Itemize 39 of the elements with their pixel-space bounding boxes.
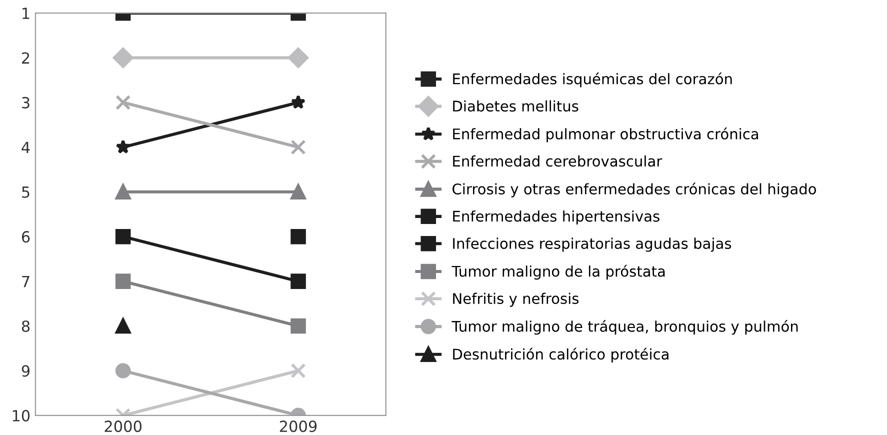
legend-label: Diabetes mellitus [453,100,578,112]
legend-label: Infecciones respiratorias agudas bajas [453,238,732,252]
point [115,274,131,289]
point [290,94,306,109]
point [115,318,131,334]
y-tick-label: 5 [22,186,30,198]
legend-label: Enfermedad cerebrovascular [453,155,662,167]
point [290,274,306,289]
point [290,184,306,200]
legend-label: Enfermedades isquémicas del corazón [453,72,732,88]
y-tick-label: 6 [22,231,30,243]
y-tick-label: 2 [22,52,30,64]
y-tick-label: 3 [22,96,30,108]
y-tick-label: 9 [22,365,30,377]
point [115,184,131,200]
legend-label: Nefritis y nefrosis [453,292,579,307]
point [290,228,306,244]
point [116,140,130,154]
point [288,48,308,68]
y-tick-label: 10 [12,410,30,422]
y-tick-label: 8 [22,320,30,332]
point [290,363,306,378]
x-tick-label: 2009 [280,420,317,432]
legend-label: Tumor maligno de la próstata [452,264,665,280]
point [112,48,134,68]
y-tick-label: 1 [22,8,30,19]
y-tick-label: 4 [22,142,30,153]
legend-label: Cirrosis y otras enfermedades crónicas del higado [452,182,816,198]
point [115,228,131,244]
legend-label: Tumor maligno de tráquea, bronquios y pulmón [452,320,798,335]
point [290,318,306,334]
legend-label: Enfermedades hipertensivas [453,210,660,225]
legend-label: Enfermedad pulmonar obstructiva crónica [453,128,758,142]
point [115,363,131,378]
legend-label: Desnutrición calórico protéica [453,348,668,362]
x-tick-label: 2000 [104,420,142,432]
y-tick-label: 7 [22,276,30,288]
point [290,140,306,155]
point [115,94,131,110]
